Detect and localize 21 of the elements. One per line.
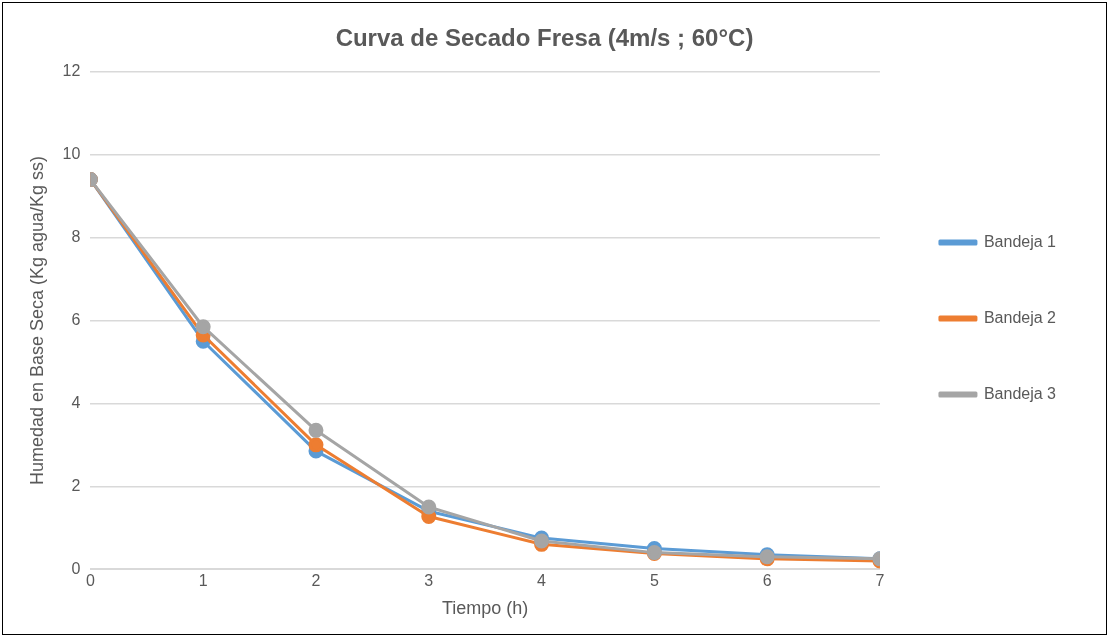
y-tick-label: 6: [71, 310, 81, 328]
x-tick-label: 0: [85, 572, 95, 590]
y-tick-label: 10: [62, 145, 81, 163]
x-tick-label: 7: [875, 572, 885, 590]
x-tick-label: 1: [198, 572, 208, 590]
x-tick-label: 3: [424, 572, 434, 590]
y-tick-label: 0: [71, 559, 81, 577]
x-axis-title: Tiempo (h): [441, 598, 529, 619]
y-tick-label: 4: [71, 393, 81, 411]
x-tick-label: 4: [537, 572, 547, 590]
legend-label: Bandeja 2: [983, 308, 1057, 326]
y-tick-label: 8: [71, 228, 81, 246]
x-tick-label: 6: [762, 572, 772, 590]
legend-label: Bandeja 3: [983, 384, 1057, 402]
y-tick-label: 12: [62, 62, 81, 80]
x-tick-label: 2: [311, 572, 321, 590]
legend-label: Bandeja 1: [983, 232, 1057, 250]
chart-title: Curva de Secado Fresa (4m/s ; 60°C): [335, 24, 754, 52]
y-axis-title: Humedad en Base Seca (Kg agua/Kg ss): [26, 155, 47, 486]
y-tick-label: 2: [71, 476, 81, 494]
x-tick-label: 5: [649, 572, 659, 590]
